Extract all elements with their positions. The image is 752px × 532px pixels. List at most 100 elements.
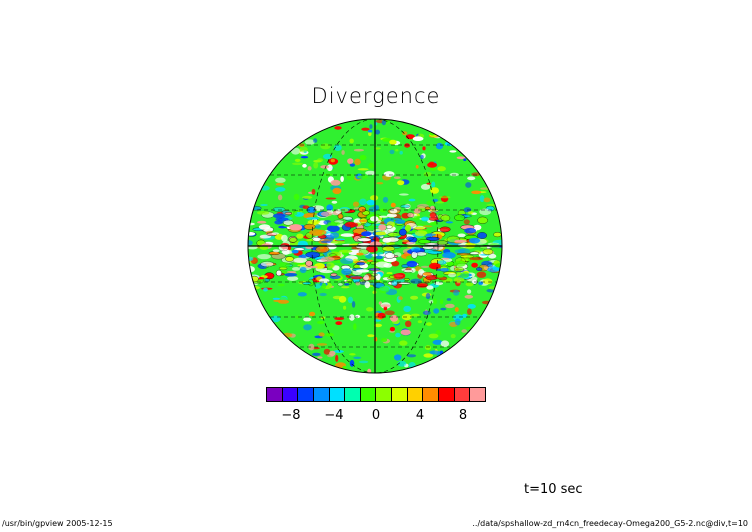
field-contour [320,256,335,262]
globe-outline [247,118,503,374]
field-contour [334,126,342,130]
field-contour [258,224,271,230]
field-contour [367,368,372,373]
field-contour [277,283,285,287]
field-contour [477,232,487,239]
field-contour [386,241,395,246]
colorbar-segment [407,388,424,401]
field-contour [325,332,334,337]
field-contour [463,158,467,161]
field-contour [435,275,444,278]
colorbar-segment [376,388,393,401]
field-contour [408,198,416,202]
field-contour [341,268,352,276]
field-contour [426,322,432,326]
field-contour [435,201,445,204]
field-contour [305,260,313,267]
field-contour [353,323,357,331]
field-contour [257,220,267,224]
field-contour [399,150,403,155]
field-contour [248,232,256,236]
field-contour [406,241,416,246]
field-contour [454,307,459,312]
field-contour [350,276,363,280]
colorbar-tick: −4 [324,408,344,423]
field-contour [376,182,384,185]
field-contour [378,286,390,294]
field-contour [285,256,295,262]
field-contour [295,315,300,319]
field-contour [374,319,381,322]
field-contour [364,281,371,289]
field-contour [314,283,321,289]
field-contour [394,219,406,224]
field-contour [382,245,396,252]
field-contour [273,299,282,302]
colorbar-segment [470,388,485,401]
field-contour [330,232,340,239]
field-contour [449,150,457,153]
field-contour [306,212,318,216]
field-contour [453,266,465,272]
field-contour [426,200,436,206]
field-contour [307,166,312,171]
field-contour [275,177,286,183]
field-contour [386,272,393,275]
field-contour [272,297,281,300]
field-contour [461,329,468,333]
field-contour [370,216,379,222]
field-contour [471,190,482,195]
field-contour [331,200,338,204]
field-contour [482,248,494,255]
field-contour [486,203,498,207]
field-contour [368,225,379,228]
field-contour [377,312,386,319]
field-contour [302,281,312,285]
field-contour [397,360,407,367]
field-contour [467,211,474,215]
field-contour [384,252,395,259]
field-contour [281,234,288,242]
field-contour [257,254,271,260]
field-contour [351,301,356,308]
field-contour [433,308,440,314]
field-contour [358,206,367,213]
field-contour [365,170,376,176]
field-contour [332,295,343,300]
field-contour [315,245,330,254]
field-contour [403,278,410,281]
field-contour [378,301,383,305]
field-contour [426,285,434,290]
field-contour [398,228,407,236]
field-contour [356,261,366,266]
field-contour [319,269,333,274]
field-contour [366,307,374,312]
field-contour [397,282,411,285]
field-contour [314,263,325,269]
field-contour [465,282,474,287]
field-contour [397,180,405,186]
field-contour [303,317,312,322]
field-contour [357,168,369,171]
field-contour [347,296,353,304]
field-contour [386,213,397,218]
field-contour [341,150,345,155]
field-contour [374,231,387,236]
field-contour [361,127,370,131]
field-contour [364,274,369,281]
field-contour [486,263,494,268]
field-contour [343,305,347,310]
field-contour [404,224,412,232]
field-contour [395,149,399,152]
field-contour [329,350,336,356]
field-contour [394,354,402,361]
field-contour [370,195,379,201]
field-contour [323,153,333,160]
field-contour [478,281,484,285]
field-contour [260,261,275,267]
field-contour [440,340,450,348]
field-contour [422,146,426,151]
field-contour [415,165,419,169]
colorbar-tick: 4 [415,408,425,423]
field-contour [303,324,312,331]
